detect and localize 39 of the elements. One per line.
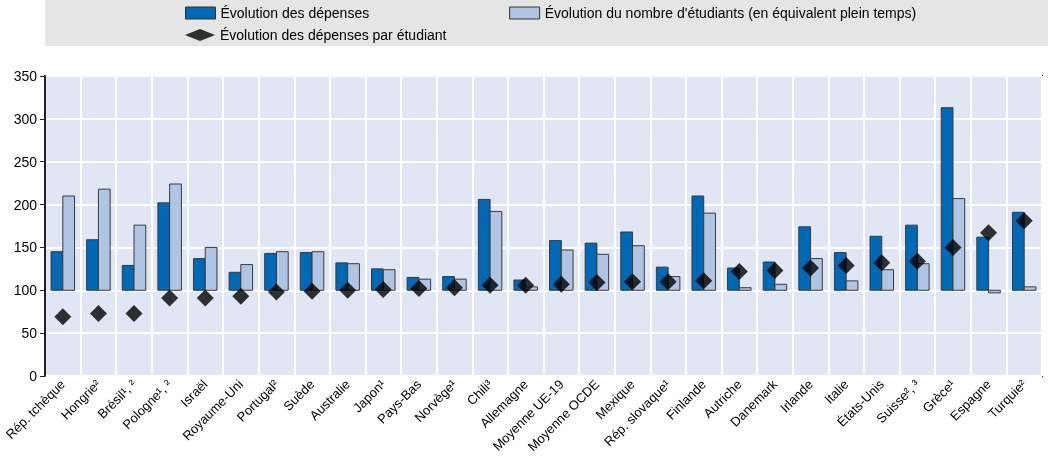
legend-label: Évolution des dépenses par étudiant [220, 27, 447, 43]
y-tick-label: 150 [13, 239, 38, 256]
point [125, 304, 143, 322]
point [1015, 212, 1033, 230]
point [303, 282, 321, 300]
point [944, 238, 962, 256]
point [410, 280, 428, 298]
legend-label: Évolution des dépenses [220, 5, 370, 21]
y-tick-label: 0 [29, 368, 38, 384]
y-tick-label: 50 [21, 325, 38, 342]
point [339, 281, 357, 299]
y-tick-label: 100 [13, 282, 38, 299]
point [161, 289, 179, 307]
point [659, 273, 677, 291]
point [445, 279, 463, 297]
point [89, 304, 107, 322]
point [517, 276, 535, 294]
point [980, 224, 998, 242]
point [730, 262, 748, 280]
point [908, 252, 926, 270]
point [552, 275, 570, 293]
point [873, 254, 891, 272]
point [232, 287, 250, 305]
point [802, 259, 820, 277]
legend-label: Évolution du nombre d'étudiants (en équivalent plein temps) [544, 5, 917, 21]
point [54, 308, 72, 326]
point [196, 289, 214, 307]
point [766, 262, 784, 280]
point [481, 276, 499, 294]
y-tick-label: 350 [13, 68, 38, 84]
point [588, 274, 606, 292]
y-tick-label: 250 [13, 153, 38, 170]
point [267, 283, 285, 301]
y-tick-label: 200 [13, 196, 38, 213]
point [695, 272, 713, 290]
point [624, 273, 642, 291]
point [374, 280, 392, 298]
point [837, 256, 855, 274]
y-tick-label: 300 [13, 110, 38, 127]
